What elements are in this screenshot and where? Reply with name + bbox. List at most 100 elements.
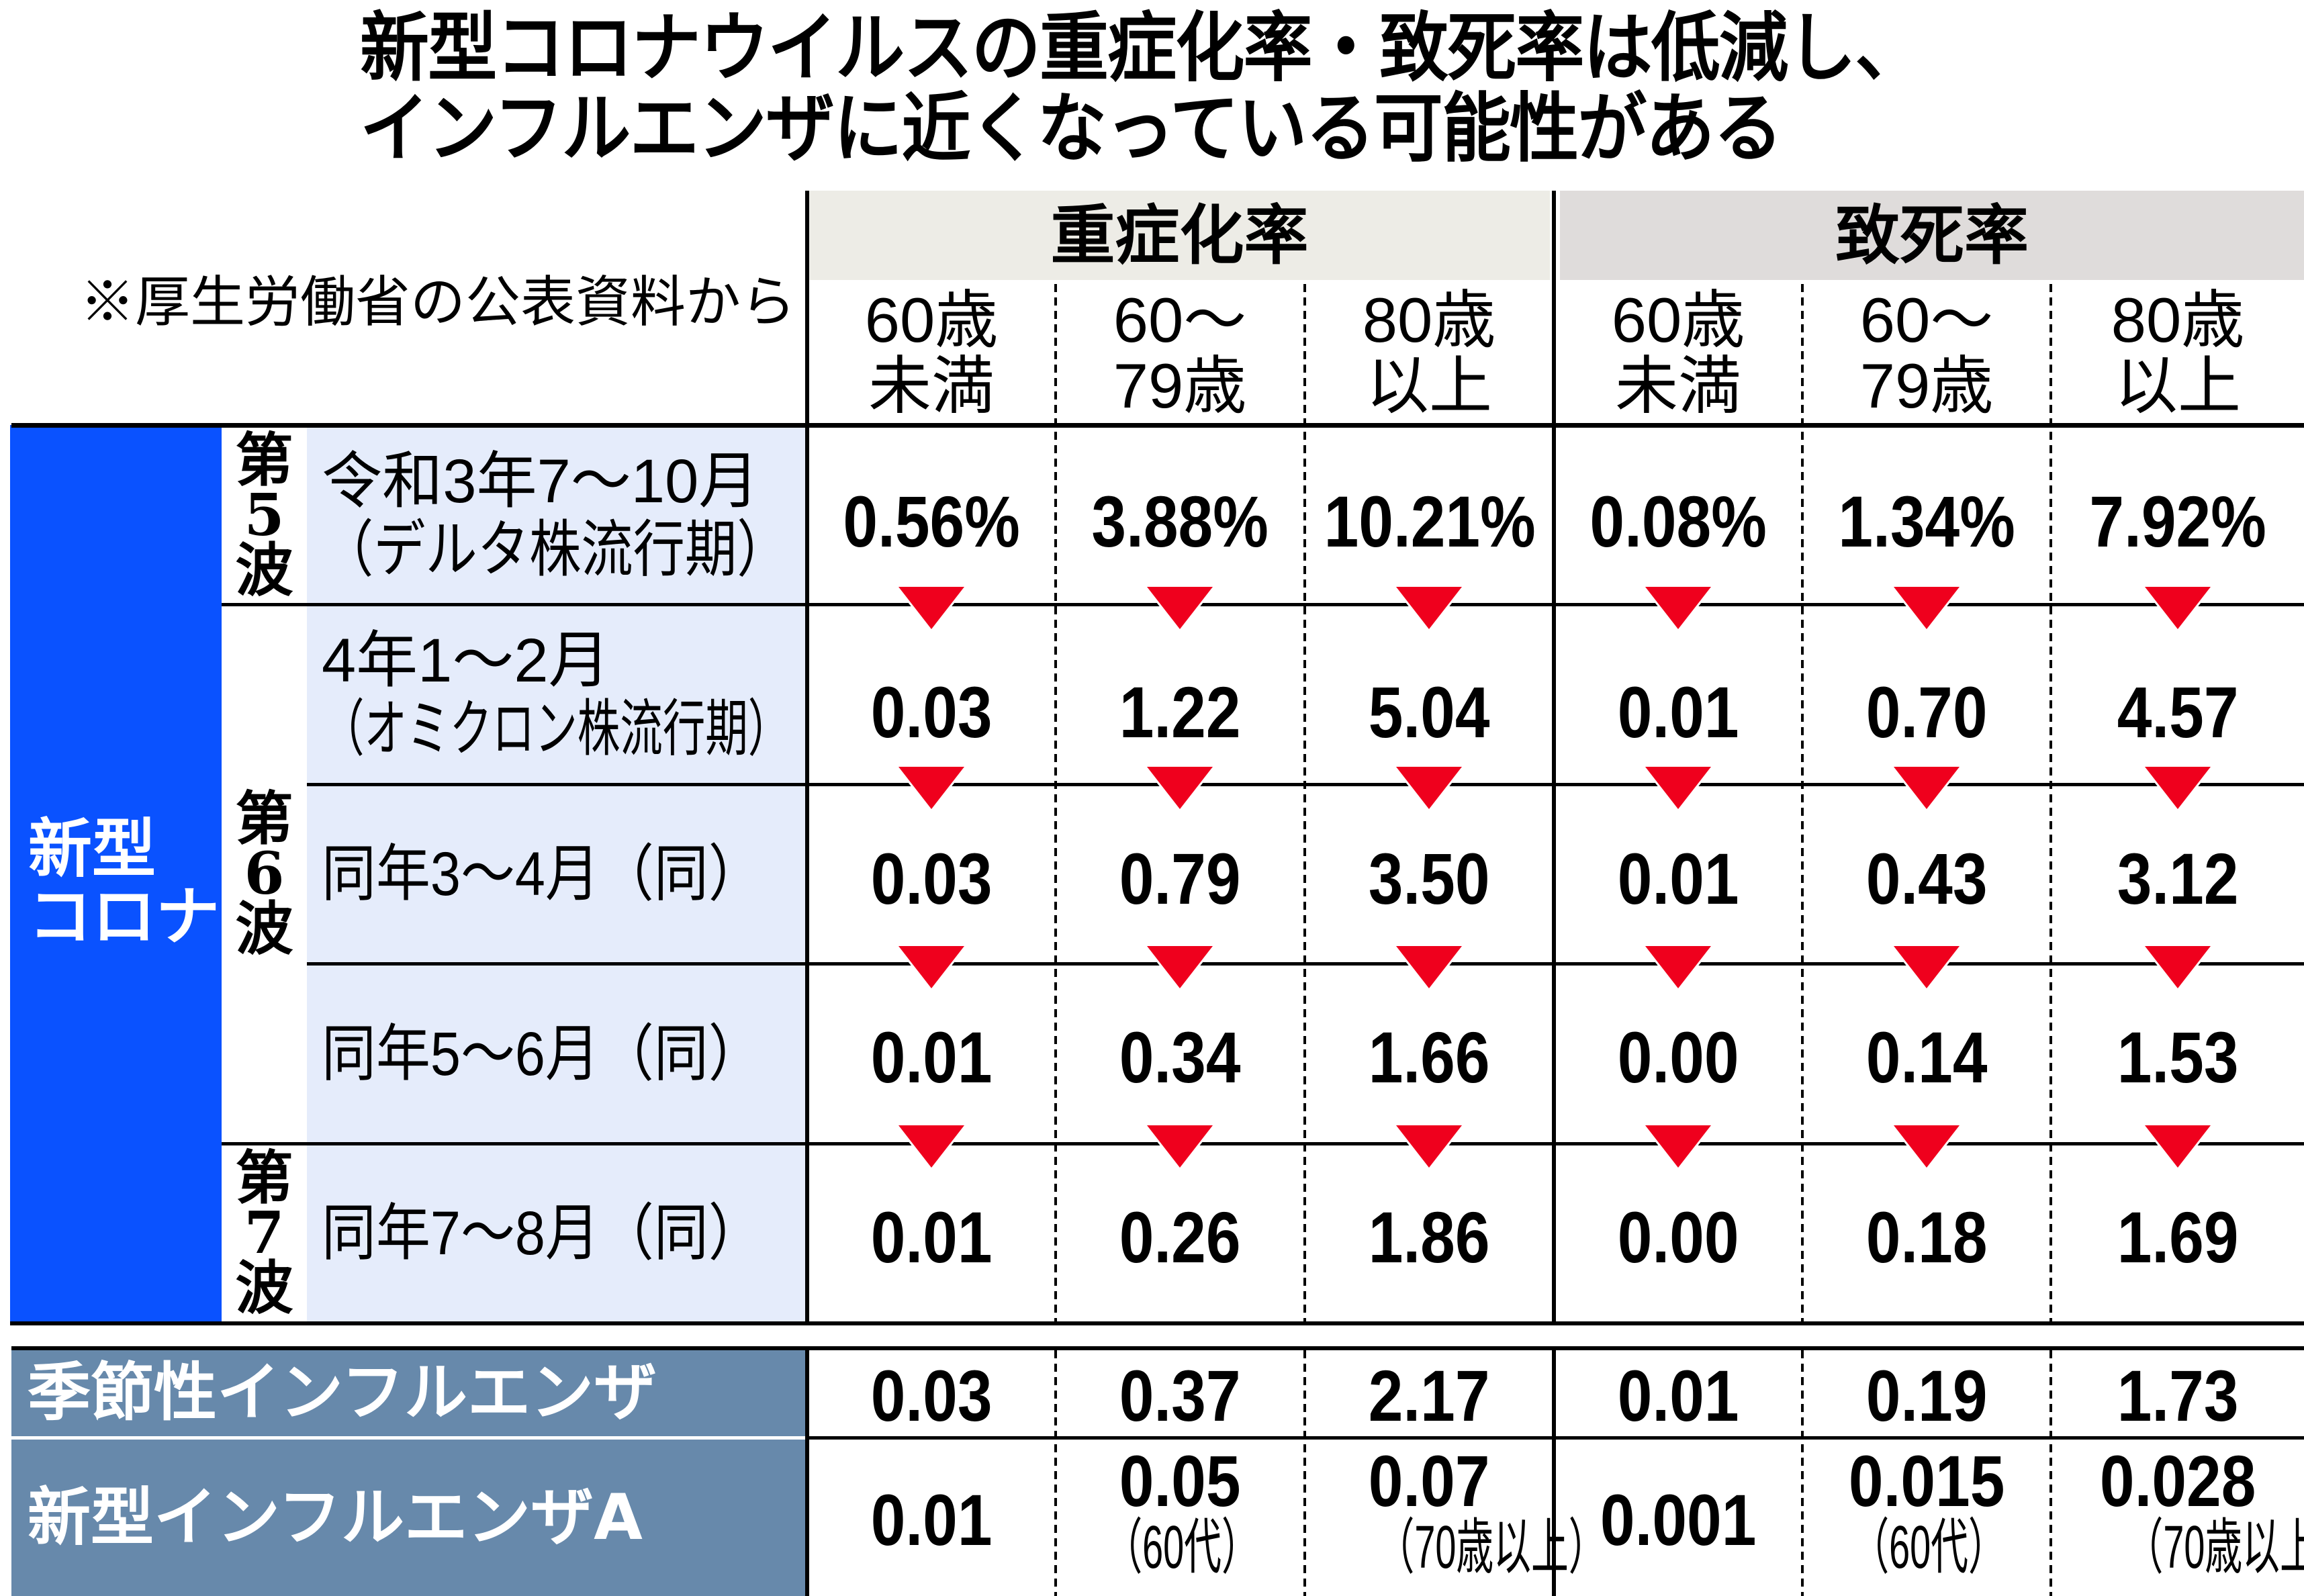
covid-section-label: 新型 コロナ [28,816,220,951]
value-text: 0.03 [870,671,993,753]
column-header-line: 79歳 [1113,350,1247,421]
value-text: 0.05 [1119,1440,1241,1521]
cell-severe-under60: 0.56% [809,485,1054,558]
cell-note-70plus: （70歳以上） [2056,1514,2304,1581]
cell-severe-under60: 0.03 [809,843,1054,915]
cell-severe-80plus: 0.07 [1307,1445,1551,1517]
cell-severe-80plus: 1.86 [1307,1201,1551,1274]
cell-fatal-under60: 0.08% [1556,485,1800,558]
cell-severe-under60: 0.03 [809,676,1054,749]
cell-fatal-60-79: 0.015 [1804,1445,2049,1517]
value-text: 5.04 [1368,671,1490,753]
dashed-column-divider [2049,1350,2052,1596]
period-label-row-5: 同年7～8月（同） [322,1145,802,1321]
wave-label-5: 第 5 波 [222,428,307,603]
cell-note-70plus: （70歳以上） [1307,1514,1606,1581]
value-text: 1.34% [1838,481,2015,562]
cell-severe-60-79: 0.26 [1058,1201,1302,1274]
cell-severe-80plus: 3.50 [1307,843,1551,915]
value-text: 0.19 [1865,1355,1988,1436]
value-text: 0.015 [1848,1440,2005,1521]
dashed-column-divider [1303,284,1306,1321]
column-header-line: 未満 [1614,350,1741,421]
down-triangle-icon [1391,1123,1467,1171]
value-text: 10.21% [1324,481,1536,562]
cell-severe-80plus: 10.21% [1307,485,1551,558]
row-divider [222,603,2304,606]
cell-fatal-80plus: 1.53 [2056,1021,2300,1094]
column-header-line: 80歳 [2111,285,2245,355]
period-label-row-4: 同年5～6月（同） [322,966,802,1142]
note-text: （70歳以上） [1377,1514,1606,1581]
covid-section-label-bg [10,425,222,1321]
value-text: 4.57 [2117,671,2239,753]
down-triangle-icon [1391,584,1467,632]
value-text: 0.26 [1119,1196,1241,1278]
value-text: 0.01 [1617,838,1739,919]
down-triangle-icon [1142,764,1217,812]
column-header-fatal-80plus: 80歳 以上 [2056,287,2300,419]
value-text: 0.01 [1617,1355,1739,1436]
influenza-label-novel-a: 新型インフルエンザA [28,1440,800,1596]
down-triangle-icon [2140,584,2215,632]
down-triangle-icon [2140,1123,2215,1171]
cell-fatal-80plus: 1.73 [2056,1360,2300,1432]
cell-severe-under60: 0.01 [809,1021,1054,1094]
influenza-label-divider [11,1436,805,1440]
cell-fatal-80plus: 3.12 [2056,843,2300,915]
source-note: ※厚生労働省の公表資料から [80,271,796,334]
cell-fatal-under60: 0.01 [1556,843,1800,915]
down-triangle-icon [894,943,969,992]
cell-severe-80plus: 1.66 [1307,1021,1551,1094]
value-text: 0.07 [1368,1440,1490,1521]
down-triangle-icon [1889,764,1964,812]
value-text: 0.56% [843,481,1020,562]
cell-fatal-under60: 0.00 [1556,1021,1800,1094]
column-header-line: 60歳 [864,285,999,355]
covid-section-bottom-rule [10,1321,2304,1325]
cell-fatal-under60: 0.01 [1556,1360,1800,1432]
influenza-label-seasonal: 季節性インフルエンザ [28,1350,800,1436]
influenza-labels-bg [11,1350,805,1596]
down-triangle-icon [2140,764,2215,812]
value-text: 2.17 [1368,1355,1490,1436]
cell-severe-under60: 0.03 [809,1360,1054,1432]
cell-severe-80plus: 5.04 [1307,676,1551,749]
vertical-rule-label-divider [805,191,809,1325]
cell-fatal-60-79: 0.43 [1804,843,2049,915]
down-triangle-icon [1889,584,1964,632]
dashed-column-divider [2049,284,2052,1321]
wave-char: 7 [244,1199,285,1267]
value-text: 3.12 [2117,838,2239,919]
value-text: 0.79 [1119,838,1241,919]
period-label-line: （デルタ株流行期） [322,515,789,584]
period-label-row-3: 同年3～4月（同） [322,786,802,962]
down-triangle-icon [1641,764,1716,812]
vertical-rule-label-divider [805,1346,809,1596]
down-triangle-icon [1142,1123,1217,1171]
down-triangle-icon [1641,584,1716,632]
value-text: 0.01 [870,1017,993,1098]
value-text: 0.08% [1589,481,1767,562]
note-text: （60代） [1105,1514,1259,1581]
value-text: 0.34 [1119,1017,1241,1098]
value-text: 0.43 [1865,838,1988,919]
value-text: 0.70 [1865,671,1988,753]
value-text: 0.03 [870,838,993,919]
value-text: 7.92% [2089,481,2266,562]
cell-severe-60-79: 0.34 [1058,1021,1302,1094]
title-line-1: 新型コロナウイルスの重症化率・致死率は低減し、 [360,5,1924,92]
vertical-rule-group-divider [1552,191,1556,1325]
column-header-line: 未満 [868,350,995,421]
group-header-severity-label: 重症化率 [1050,197,1309,273]
cell-fatal-60-79: 0.14 [1804,1021,2049,1094]
cell-fatal-under60: 0.01 [1556,676,1800,749]
value-text: 0.37 [1119,1355,1241,1436]
down-triangle-icon [894,1123,969,1171]
column-header-severe-under60: 60歳 未満 [809,287,1054,419]
wave-char: 波 [235,895,293,963]
value-text: 1.53 [2117,1017,2239,1098]
down-triangle-icon [1391,764,1467,812]
value-text: 0.00 [1617,1196,1739,1278]
